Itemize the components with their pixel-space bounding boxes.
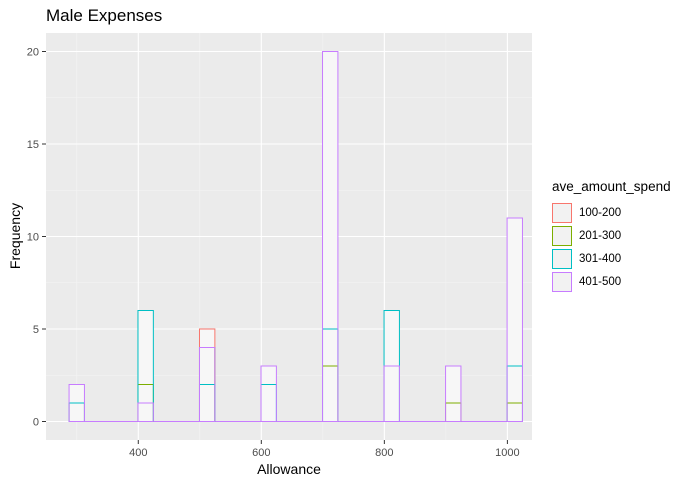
chart-title: Male Expenses [46,6,163,25]
y-axis-title: Frequency [7,203,23,269]
legend-item-301-400: 301-400 [552,247,671,270]
histogram-bar-fill [445,366,461,422]
x-tick-label: 600 [252,447,270,459]
legend-key-301-400 [552,248,572,269]
axes: 400 600 800 1000 0 5 10 15 20 [27,47,520,460]
histogram-bar-401-500 [322,51,339,422]
histogram-bar-fill [137,310,154,422]
histogram-bar-401-500 [260,365,277,422]
histogram-bar-401-500 [383,365,400,422]
x-tick-label: 400 [129,447,147,459]
legend: ave_amount_spend 100-200 201-300 301-400… [552,179,671,293]
x-axis-title: Allowance [257,461,321,477]
histogram-bar-401-500 [506,217,523,422]
legend-label: 401-500 [579,275,622,288]
histogram-bars [68,51,523,422]
x-tick-label: 1000 [495,447,519,459]
legend-label: 301-400 [579,252,622,265]
legend-item-100-200: 100-200 [552,201,671,224]
y-tick-label: 0 [33,417,39,429]
legend-key-201-300 [552,225,572,246]
histogram-bar-401-500 [445,365,462,422]
y-tick-label: 5 [33,324,39,336]
histogram-bar-fill [507,218,523,422]
y-tick-label: 10 [27,232,39,244]
y-tick-label: 15 [27,139,39,151]
legend-title: ave_amount_spend [552,179,671,194]
legend-label: 100-200 [579,206,622,219]
histogram-bar-401-500 [68,384,85,422]
legend-key-401-500 [552,271,572,292]
legend-key-100-200 [552,202,572,223]
histogram-bar-fill [261,366,277,422]
legend-label: 201-300 [579,229,622,242]
histogram-bar-401-500 [137,402,154,422]
histogram-bar-fill [199,329,215,422]
y-tick-label: 20 [27,47,39,59]
histogram-bar-401-500 [198,347,216,422]
legend-item-401-500: 401-500 [552,270,671,293]
x-tick-label: 800 [375,447,393,459]
legend-item-201-300: 201-300 [552,224,671,247]
